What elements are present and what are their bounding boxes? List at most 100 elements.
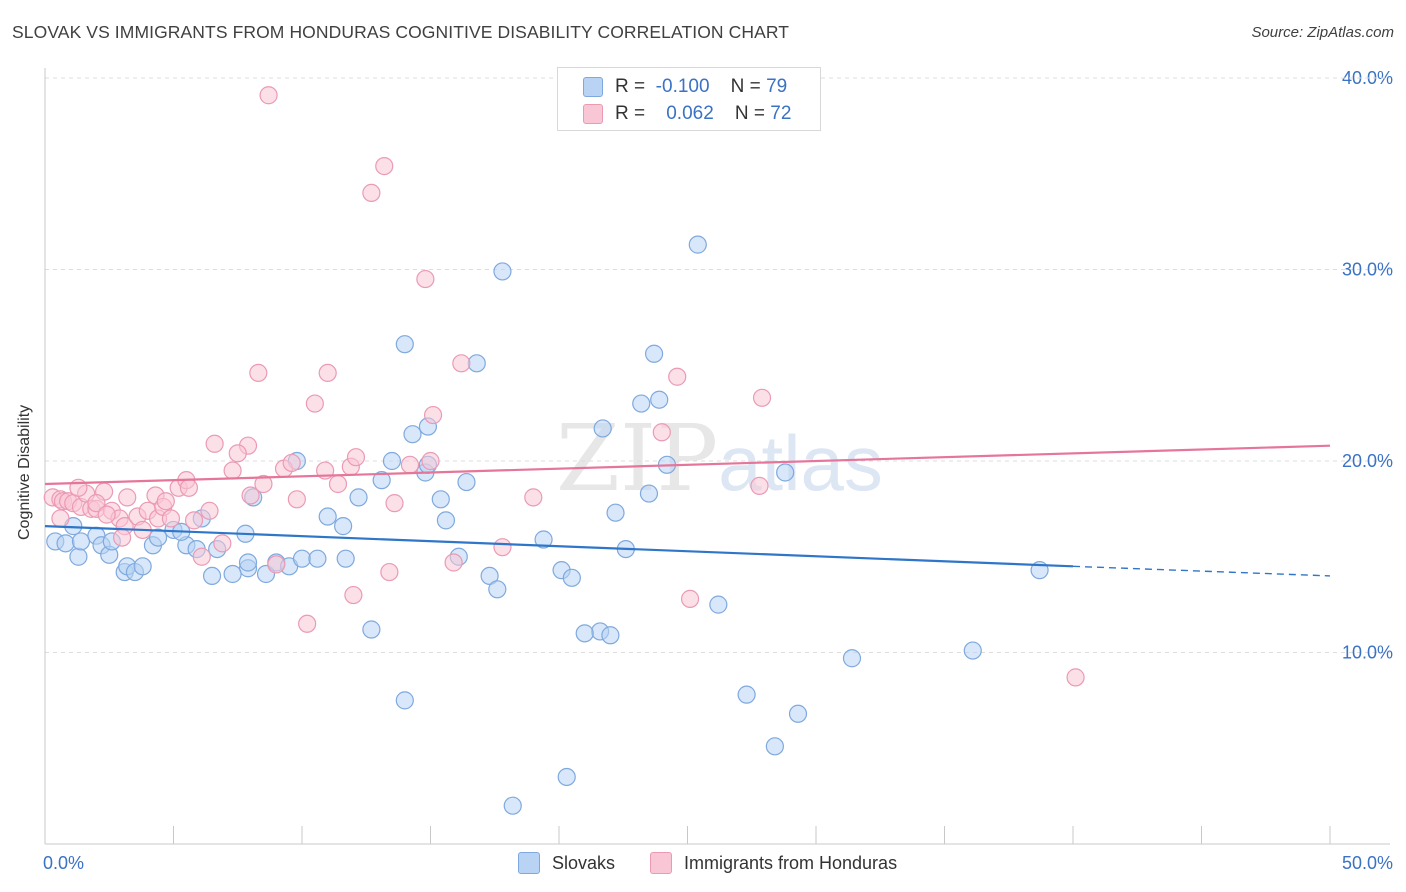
honduras-point — [161, 509, 181, 528]
slovaks-point — [593, 419, 612, 438]
legend-row-honduras: R = 0.062 N = 72 — [583, 102, 791, 126]
honduras-point — [298, 614, 317, 633]
slovaks-trend-extension — [1072, 565, 1331, 577]
honduras-point — [421, 451, 440, 471]
honduras-point — [112, 528, 132, 547]
legend-n-value: 72 — [770, 103, 792, 124]
slovaks-point — [69, 547, 88, 566]
slovaks-swatch — [518, 852, 540, 874]
honduras-swatch — [650, 852, 672, 874]
x-tick-label: 0.0% — [43, 853, 84, 873]
honduras-point — [97, 505, 116, 524]
slovaks-point — [336, 549, 355, 568]
slovaks-point — [493, 262, 512, 281]
honduras-point — [223, 461, 242, 480]
slovaks-point — [403, 425, 422, 444]
source-label: Source: ZipAtlas.com — [1251, 24, 1394, 41]
honduras-point — [346, 448, 366, 467]
honduras-point — [287, 490, 306, 509]
slovaks-point — [56, 534, 75, 553]
legend-n-label: N = — [730, 76, 761, 97]
honduras-point — [750, 476, 769, 495]
honduras-point — [156, 492, 175, 511]
honduras-point — [452, 354, 471, 373]
slovaks-point — [606, 503, 625, 522]
slovaks-point — [372, 471, 391, 490]
legend-r-value: -0.100 — [655, 76, 710, 97]
legend-n-label: N = — [734, 103, 766, 124]
slovaks-point — [480, 566, 499, 586]
honduras-point — [1066, 668, 1085, 687]
honduras-point — [752, 388, 772, 407]
y-tick-label: 10.0% — [1342, 643, 1393, 663]
honduras-point — [184, 511, 204, 530]
honduras-point — [652, 423, 671, 442]
slovaks-point — [71, 532, 91, 551]
y-tick-label: 30.0% — [1342, 260, 1393, 280]
honduras-point — [524, 488, 543, 507]
honduras-point — [254, 474, 273, 494]
slovaks-point — [238, 553, 258, 572]
slovaks-point — [362, 620, 381, 639]
slovaks-point — [457, 472, 476, 492]
bottom-legend-slovaks-label: Slovaks — [552, 852, 616, 873]
honduras-point — [318, 363, 337, 383]
honduras-point — [344, 585, 363, 605]
watermark-zip: ZIP — [556, 405, 719, 512]
honduras-point — [362, 183, 381, 202]
slovaks-point — [467, 354, 486, 373]
honduras-point — [444, 553, 463, 572]
honduras-point — [200, 501, 219, 520]
honduras-point — [228, 444, 247, 463]
slovaks-point — [349, 488, 368, 507]
slovaks-point — [737, 685, 756, 704]
honduras-point — [118, 488, 137, 507]
slovaks-point — [395, 335, 414, 354]
slovaks-point — [575, 624, 594, 643]
slovaks-point — [431, 490, 450, 509]
honduras-point — [51, 509, 70, 528]
slovaks-swatch — [583, 77, 603, 97]
slovaks-point — [148, 528, 168, 547]
legend-row-slovaks: R = -0.100 N = 79 — [583, 75, 787, 99]
slovaks-point — [382, 451, 402, 471]
bottom-legend-honduras-label: Immigrants from Honduras — [684, 852, 898, 873]
slovaks-point — [436, 511, 456, 530]
slovaks-point — [133, 557, 152, 576]
honduras-point — [400, 455, 420, 474]
slovaks-point — [202, 566, 222, 586]
y-axis-label: Cognitive Disability — [16, 404, 33, 540]
honduras-point — [493, 538, 512, 557]
honduras-point — [680, 589, 700, 608]
slovaks-point — [644, 344, 664, 363]
honduras-point — [416, 269, 435, 289]
honduras-point — [375, 156, 394, 176]
slovaks-point — [601, 626, 620, 645]
legend-n-value: 79 — [766, 76, 788, 97]
honduras-point — [249, 363, 268, 383]
legend-r-value: 0.062 — [666, 103, 714, 124]
honduras-swatch — [583, 104, 603, 124]
honduras-point — [423, 405, 443, 425]
honduras-point — [179, 478, 199, 497]
slovaks-point — [292, 549, 312, 568]
honduras-trend-line — [44, 444, 1331, 486]
slovaks-point — [562, 568, 581, 587]
watermark: ZIPatlas — [556, 405, 883, 512]
honduras-point — [380, 562, 399, 582]
honduras-point — [668, 367, 687, 386]
slovaks-point — [503, 796, 522, 815]
y-tick-label: 20.0% — [1342, 451, 1393, 471]
x-tick-label: 50.0% — [1342, 853, 1393, 873]
slovaks-point — [650, 390, 669, 409]
legend-r-label: R = — [615, 103, 646, 124]
slovaks-point — [765, 737, 784, 756]
honduras-point — [259, 86, 278, 105]
slovaks-point — [334, 517, 353, 536]
slovaks-point — [709, 595, 728, 614]
slovaks-point — [963, 641, 982, 660]
slovaks-point — [688, 235, 707, 254]
slovaks-point — [308, 549, 327, 568]
honduras-point — [205, 434, 224, 453]
